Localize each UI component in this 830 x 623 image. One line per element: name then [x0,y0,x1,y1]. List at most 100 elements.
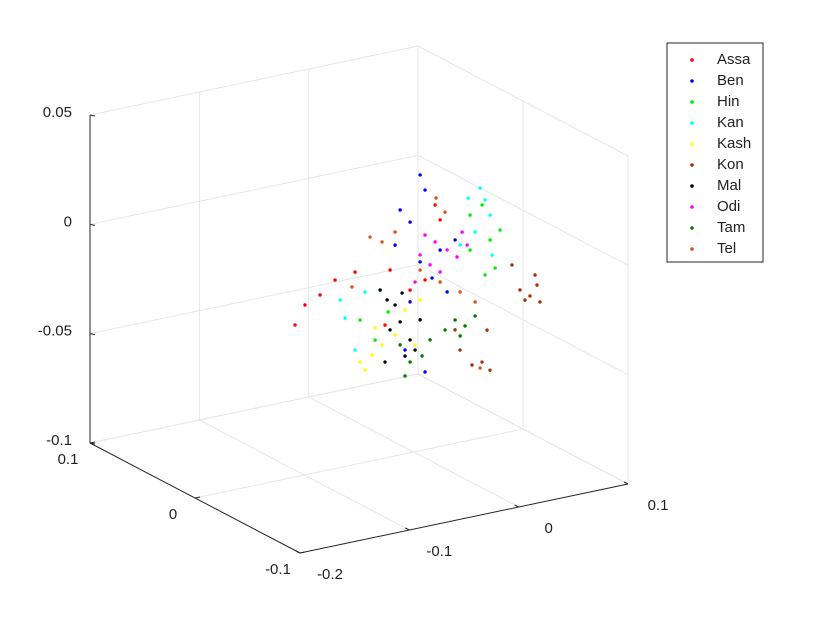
data-point [428,338,432,342]
data-point [438,218,442,222]
data-point [393,230,397,234]
data-point [488,238,492,242]
legend-label: Odi [717,198,740,215]
grid-line [89,264,419,335]
data-point [333,278,337,282]
data-point [438,248,442,252]
x-tick-label: 0.1 [648,497,669,514]
data-point [493,266,497,270]
legend-marker [690,79,694,83]
data-point [443,328,447,332]
data-point [453,328,457,332]
data-point [398,343,402,347]
y-tick-label: 0.1 [58,451,79,468]
data-point [408,338,412,342]
legend-box [666,42,764,263]
legend-label: Kon [717,156,744,173]
grid-line [417,45,629,157]
data-point [428,263,432,267]
data-point [388,328,392,332]
z-tick-label: 0 [64,213,72,230]
data-point [420,354,424,358]
data-point [458,348,462,352]
legend-label: Kan [717,114,744,131]
data-point [380,343,384,347]
legend-label: Tel [717,240,736,257]
data-point [453,238,457,242]
data-point [386,310,390,314]
data-point [423,278,427,282]
data-point [398,208,402,212]
x-tick-label: -0.1 [426,543,452,560]
grid-line [417,373,629,485]
y-tick [299,551,306,554]
data-point [438,270,442,274]
legend-marker [690,58,694,62]
data-point [408,360,412,364]
y-tick-label: -0.1 [265,561,291,578]
x-tick-label: 0 [544,520,552,537]
data-point [370,353,374,357]
x-axis [299,483,629,554]
data-point [466,196,470,200]
data-point [470,363,474,367]
grid-line [417,264,629,376]
z-tick [89,333,96,336]
legend-marker [690,142,694,146]
data-point [383,323,387,327]
x-tick [295,550,301,554]
data-point [398,320,402,324]
data-point [488,213,492,217]
data-point [538,300,542,304]
data-point [363,290,367,294]
grid-line [417,154,629,266]
data-point [338,298,342,302]
data-point [350,285,354,289]
z-tick-label: 0.05 [43,104,72,121]
legend-marker [690,205,694,209]
data-point [418,253,422,257]
data-point [458,290,462,294]
data-point [510,263,514,267]
data-point [418,268,422,272]
data-point [408,300,412,304]
data-point [445,290,449,294]
legend-label: Mal [717,177,741,194]
legend-label: Tam [717,219,745,236]
data-point [383,360,387,364]
legend-marker [690,184,694,188]
data-point [413,280,417,284]
data-point [483,273,487,277]
legend-marker [690,226,694,230]
legend-marker [690,121,694,125]
data-point [433,203,437,207]
grid-line [89,45,419,116]
data-point [343,316,347,320]
data-point [473,230,477,234]
data-point [368,235,372,239]
z-tick [89,223,96,226]
legend-marker [690,247,694,251]
data-point [403,308,407,312]
z-tick-label: -0.1 [46,432,72,449]
legend-label: Ben [717,72,744,89]
z-tick-label: -0.05 [38,323,72,340]
data-point [418,173,422,177]
data-point [488,368,492,372]
data-point [438,280,442,284]
data-point [408,220,412,224]
data-point [363,368,367,372]
x-tick [405,527,410,531]
data-point [490,253,494,257]
data-point [445,248,449,252]
data-point [434,196,438,200]
y-tick [194,496,201,499]
data-point [528,294,532,298]
data-point [373,338,377,342]
data-point [403,354,407,358]
data-point [468,213,472,217]
data-point [423,233,427,237]
data-point [453,318,457,322]
y-tick-label: 0 [169,506,177,523]
